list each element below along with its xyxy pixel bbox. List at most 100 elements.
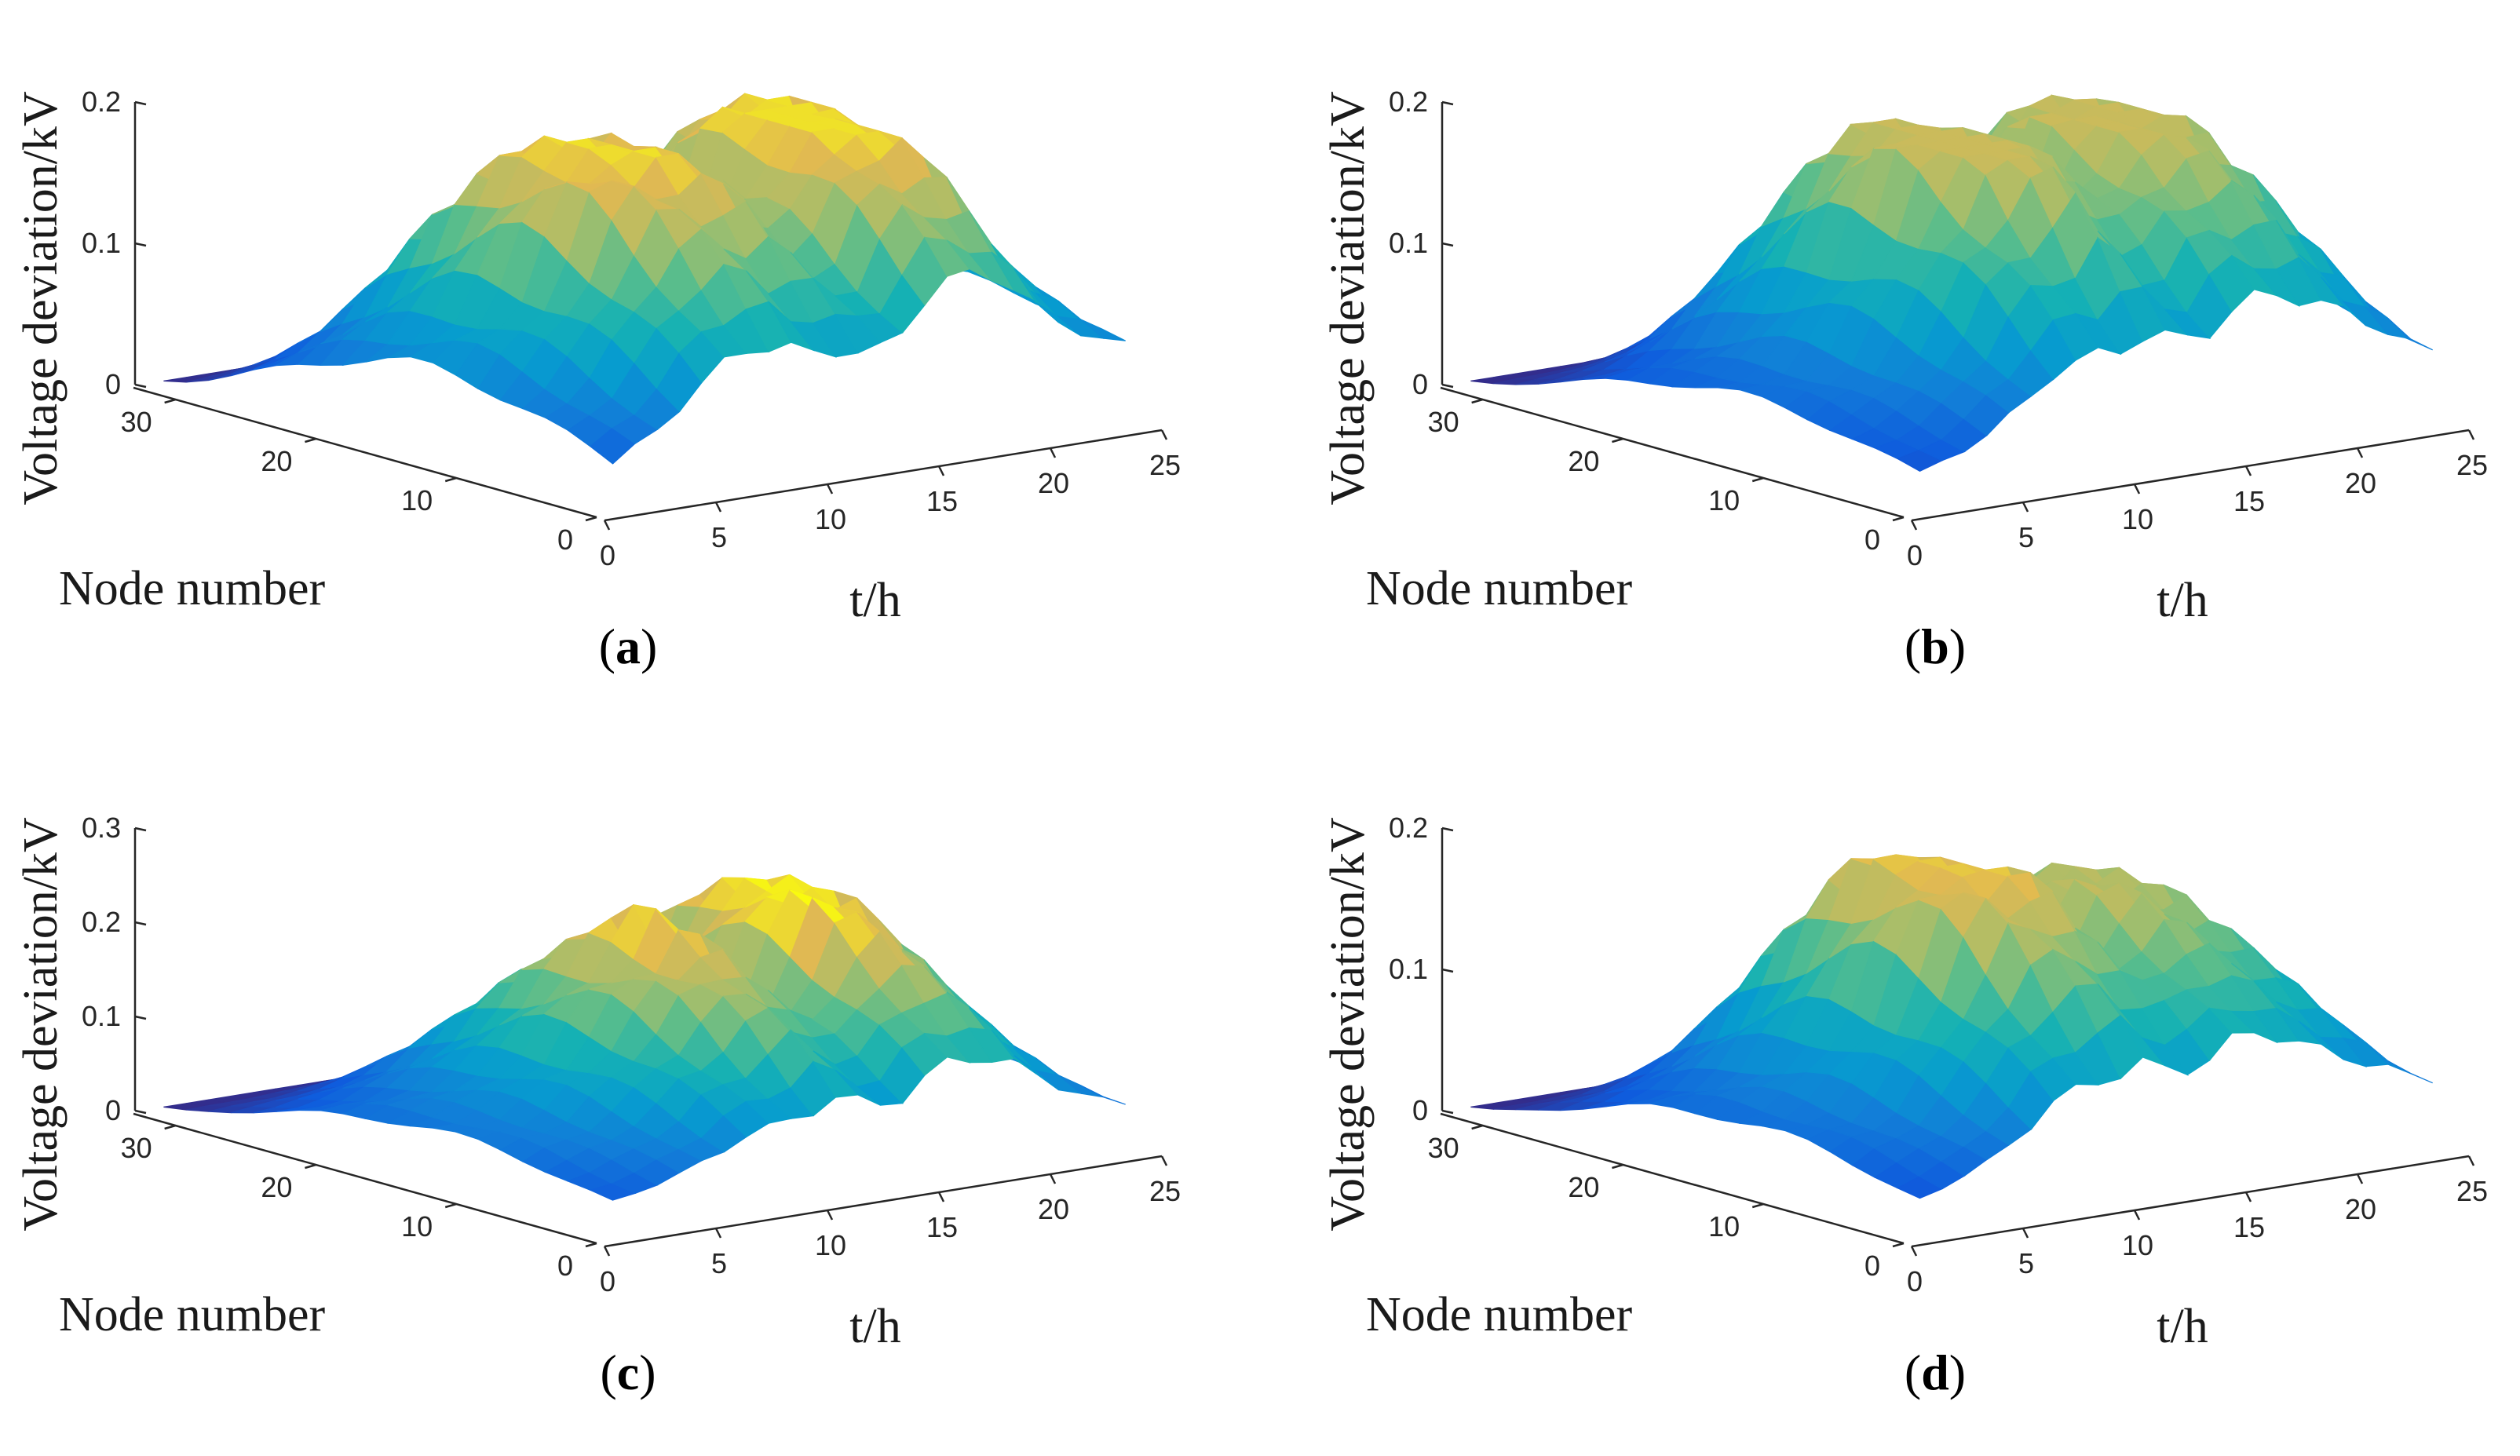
x-axis-line: [1911, 429, 2470, 522]
y-tick-label: 30: [121, 1132, 152, 1164]
z-tick-label: 0.1: [1389, 227, 1428, 259]
y-tick-label: 10: [401, 1210, 433, 1243]
x-tick-mark: [2356, 1173, 2364, 1184]
x-tick-label: 5: [711, 1247, 727, 1279]
y-axis-title: Node number: [1366, 562, 1633, 615]
x-tick-label: 10: [815, 1229, 846, 1261]
z-tick-label: 0: [1412, 1094, 1428, 1126]
y-tick-label: 0: [1864, 1250, 1880, 1282]
z-tick-label: 0.1: [1389, 953, 1428, 985]
z-tick-mark: [1441, 1109, 1454, 1115]
y-tick-label: 20: [1568, 1171, 1599, 1203]
x-tick-label: 5: [2018, 521, 2034, 553]
surface-a: [163, 93, 1126, 465]
x-tick-label: 0: [1907, 1265, 1923, 1297]
y-tick-mark: [585, 1242, 597, 1248]
z-axis-title: Voltage deviation/kV: [1321, 91, 1375, 505]
x-tick-mark: [1049, 1173, 1057, 1184]
y-axis-line: [1440, 386, 1905, 519]
y-tick-label: 30: [1428, 1132, 1459, 1164]
y-tick-mark: [444, 476, 457, 483]
y-tick-label: 0: [557, 1250, 573, 1282]
z-tick-mark: [134, 827, 147, 832]
x-tick-mark: [2021, 1228, 2029, 1239]
x-tick-mark: [937, 465, 945, 476]
z-tick-label: 0: [105, 368, 121, 400]
y-tick-label: 20: [261, 445, 292, 477]
z-tick-label: 0.2: [82, 906, 121, 938]
x-tick-mark: [2021, 502, 2029, 513]
x-tick-mark: [1160, 429, 1168, 440]
x-tick-label: 0: [600, 1265, 615, 1297]
y-tick-mark: [1751, 476, 1764, 483]
x-tick-label: 20: [1038, 467, 1069, 499]
caption-letter: a: [615, 619, 641, 674]
x-tick-mark: [937, 1191, 945, 1202]
y-axis-title: Node number: [59, 1288, 326, 1341]
y-tick-mark: [444, 1202, 457, 1209]
y-tick-mark: [1892, 516, 1905, 522]
y-tick-mark: [305, 437, 316, 443]
z-tick-label: 0.2: [82, 86, 121, 118]
x-tick-label: 25: [1149, 449, 1181, 481]
x-tick-label: 5: [711, 521, 727, 553]
x-tick-mark: [2133, 484, 2141, 494]
z-tick-mark: [134, 242, 147, 247]
surface-face: [2387, 1060, 2433, 1084]
y-tick-mark: [1471, 398, 1483, 404]
x-tick-label: 15: [926, 485, 958, 517]
x-tick-label: 20: [1038, 1193, 1069, 1225]
z-tick-mark: [1441, 100, 1454, 106]
y-tick-label: 0: [557, 524, 573, 556]
x-tick-label: 25: [2456, 449, 2488, 481]
x-tick-mark: [603, 520, 611, 531]
caption-letter: d: [1921, 1345, 1949, 1400]
x-tick-label: 5: [2018, 1247, 2034, 1279]
y-tick-label: 20: [1568, 445, 1599, 477]
x-tick-label: 20: [2345, 1193, 2376, 1225]
x-tick-label: 25: [1149, 1175, 1181, 1207]
z-tick-label: 0.2: [1389, 86, 1428, 118]
x-tick-label: 15: [926, 1211, 958, 1243]
x-tick-label: 0: [600, 539, 615, 571]
x-tick-label: 15: [2233, 1211, 2265, 1243]
x-axis-line: [604, 429, 1163, 522]
z-tick-mark: [134, 100, 147, 106]
x-tick-mark: [2467, 1155, 2475, 1166]
y-axis-title: Node number: [59, 562, 326, 615]
y-tick-mark: [1612, 1163, 1623, 1170]
z-axis-title: Voltage deviation/kV: [1321, 817, 1375, 1232]
panel-caption: (a): [599, 619, 658, 674]
surface-face: [2365, 1042, 2411, 1075]
y-axis-line: [133, 1112, 597, 1245]
surface-d: [1470, 854, 2433, 1199]
x-axis-line: [604, 1155, 1163, 1248]
caption-letter: c: [617, 1345, 639, 1400]
z-tick-mark: [1441, 383, 1454, 389]
y-axis-line: [133, 386, 597, 519]
panel-caption: (d): [1905, 1345, 1966, 1400]
z-tick-mark: [1441, 968, 1454, 973]
z-axis-title: Voltage deviation/kV: [14, 817, 68, 1232]
x-tick-mark: [1160, 1155, 1168, 1166]
y-tick-label: 10: [401, 484, 433, 516]
z-tick-mark: [1441, 827, 1454, 832]
x-tick-label: 25: [2456, 1175, 2488, 1207]
z-axis-title: Voltage deviation/kV: [14, 91, 68, 505]
y-tick-label: 20: [261, 1171, 292, 1203]
x-tick-mark: [1910, 1246, 1918, 1257]
y-tick-mark: [164, 1124, 176, 1130]
z-tick-label: 0.1: [82, 1000, 121, 1032]
surface-b: [1470, 94, 2433, 472]
x-tick-label: 0: [1907, 539, 1923, 571]
y-tick-label: 10: [1708, 1210, 1740, 1243]
x-tick-mark: [714, 1228, 722, 1239]
y-tick-mark: [1612, 437, 1623, 443]
z-tick-mark: [134, 1015, 147, 1020]
